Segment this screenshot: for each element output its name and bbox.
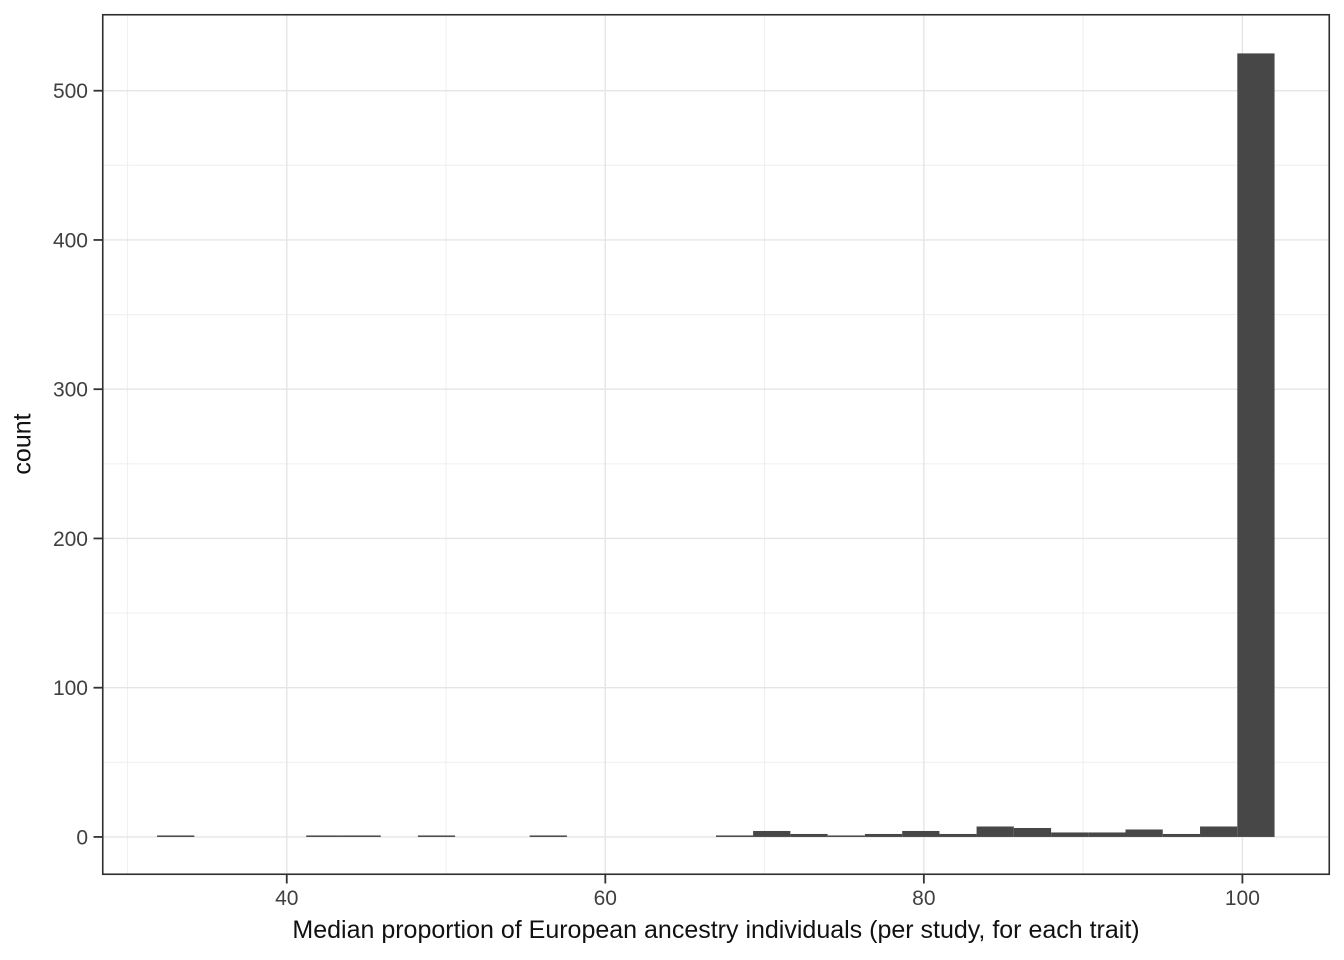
y-tick-label: 100	[53, 677, 88, 700]
histogram-bar	[939, 833, 977, 837]
histogram-bar	[790, 833, 828, 837]
y-tick-label: 400	[53, 229, 88, 252]
y-axis-title: count	[8, 413, 37, 475]
histogram-bar	[753, 830, 791, 837]
histogram-bar	[864, 833, 903, 837]
panel-background	[102, 14, 1330, 875]
x-tick-label: 60	[594, 887, 617, 910]
histogram-bar	[716, 835, 754, 837]
y-tick-label: 300	[53, 379, 88, 402]
histogram-bar	[1162, 833, 1201, 837]
histogram-bar	[1237, 53, 1275, 837]
x-tick-label: 80	[912, 887, 935, 910]
histogram-bar	[976, 826, 1014, 837]
x-tick-label: 100	[1225, 887, 1260, 910]
histogram-bar	[343, 835, 381, 837]
y-tick-label: 0	[76, 826, 88, 849]
y-tick-label: 500	[53, 80, 88, 103]
y-tick-label: 200	[53, 528, 88, 551]
histogram-bar	[1013, 827, 1052, 837]
histogram-bar	[902, 830, 940, 837]
histogram-bar	[529, 835, 567, 837]
histogram-bar	[306, 835, 344, 837]
histogram-bar	[1200, 826, 1238, 837]
panel-border	[101, 13, 1331, 876]
histogram-bar	[157, 835, 195, 837]
histogram-bar	[417, 835, 456, 837]
x-tick-label: 40	[275, 887, 298, 910]
histogram-bar	[1051, 832, 1089, 837]
histogram-bar	[827, 835, 865, 837]
histogram-bar	[1125, 829, 1163, 837]
histogram-bar	[1088, 832, 1126, 837]
x-axis-title: Median proportion of European ancestry i…	[292, 916, 1140, 944]
